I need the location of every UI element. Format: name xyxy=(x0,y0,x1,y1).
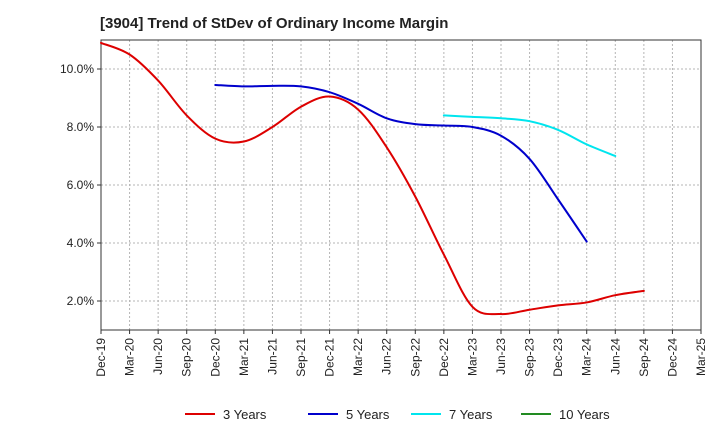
x-tick-label: Dec-22 xyxy=(437,338,451,377)
x-tick-label: Mar-25 xyxy=(694,338,708,376)
x-tick-label: Jun-22 xyxy=(380,338,394,375)
x-tick-label: Dec-24 xyxy=(665,338,679,377)
x-tick-label: Sep-23 xyxy=(523,338,537,377)
x-tick-label: Mar-22 xyxy=(351,338,365,376)
chart-title: [3904] Trend of StDev of Ordinary Income… xyxy=(100,15,449,32)
plot-frame xyxy=(100,39,702,331)
y-tick-label: 2.0% xyxy=(67,294,95,308)
series-line-5-years xyxy=(214,83,588,243)
x-tick-label: Jun-21 xyxy=(265,338,279,375)
x-tick-label: Jun-24 xyxy=(608,338,622,375)
x-tick-label: Dec-21 xyxy=(323,338,337,377)
legend-label-3-years: 3 Years xyxy=(223,407,267,422)
x-tick-label: Mar-20 xyxy=(123,338,137,376)
x-tick-label: Mar-24 xyxy=(580,338,594,376)
x-tick-label: Dec-20 xyxy=(208,338,222,377)
x-tick-label: Sep-21 xyxy=(294,338,308,377)
x-tick-label: Sep-24 xyxy=(637,338,651,377)
y-tick-label: 4.0% xyxy=(67,236,95,250)
legend-label-5-years: 5 Years xyxy=(346,407,390,422)
x-tick-label: Sep-20 xyxy=(180,338,194,377)
legend-label-10-years: 10 Years xyxy=(559,407,610,422)
series-line-3-years xyxy=(100,41,645,316)
y-tick-label: 6.0% xyxy=(67,178,95,192)
legend-label-7-years: 7 Years xyxy=(449,407,493,422)
x-tick-label: Jun-20 xyxy=(151,338,165,375)
x-tick-label: Dec-23 xyxy=(551,338,565,377)
series-line-7-years xyxy=(442,114,617,157)
y-tick-label: 10.0% xyxy=(60,62,94,76)
y-tick-label: 8.0% xyxy=(67,120,95,134)
x-tick-label: Jun-23 xyxy=(494,338,508,375)
x-tick-label: Sep-22 xyxy=(408,338,422,377)
x-tick-label: Dec-19 xyxy=(94,338,108,377)
x-tick-label: Mar-21 xyxy=(237,338,251,376)
x-tick-label: Mar-23 xyxy=(465,338,479,376)
